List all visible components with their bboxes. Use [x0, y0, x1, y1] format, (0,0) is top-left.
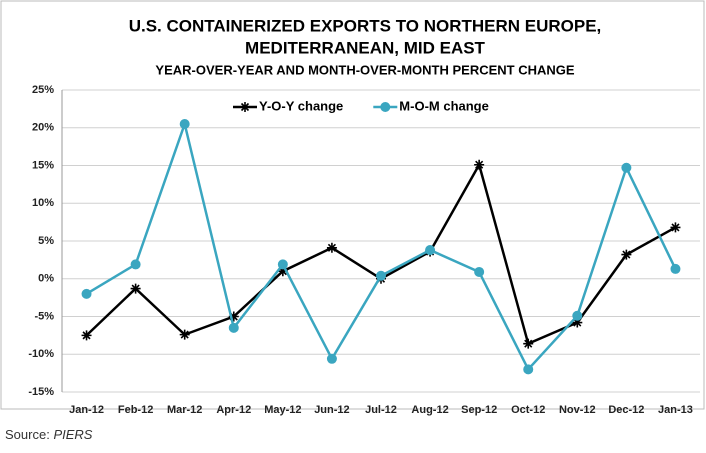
- x-tick-label: May-12: [264, 404, 301, 416]
- data-point: [670, 222, 681, 233]
- legend-label: Y-O-Y change: [259, 98, 343, 113]
- data-point: [572, 310, 583, 321]
- x-tick-label: Apr-12: [216, 404, 251, 416]
- y-tick-label: 5%: [38, 235, 54, 247]
- y-tick-label: -15%: [28, 386, 54, 398]
- data-point: [179, 118, 190, 129]
- y-tick-label: -5%: [34, 310, 54, 322]
- x-tick-label: Dec-12: [608, 404, 644, 416]
- x-tick-label: Jun-12: [314, 404, 349, 416]
- x-tick-label: Sep-12: [461, 404, 497, 416]
- x-tick-label: Nov-12: [559, 404, 596, 416]
- legend-marker: [380, 102, 391, 112]
- x-tick-label: Jan-12: [69, 404, 104, 416]
- x-tick-label: Aug-12: [411, 404, 448, 416]
- data-point: [130, 259, 141, 270]
- chart-subtitle: YEAR-OVER-YEAR AND MONTH-OVER-MONTH PERC…: [155, 62, 574, 77]
- data-point: [228, 311, 239, 322]
- data-point: [277, 259, 288, 270]
- data-point: [326, 353, 337, 364]
- legend-label: M-O-M change: [399, 98, 489, 113]
- data-point: [523, 364, 534, 375]
- data-point: [425, 245, 436, 256]
- source: Source: PIERS: [5, 427, 93, 442]
- legend-marker: [240, 102, 250, 112]
- source-prefix: Source:: [5, 427, 50, 442]
- y-tick-label: 20%: [32, 122, 54, 134]
- y-tick-label: 10%: [32, 197, 54, 209]
- source-name: PIERS: [53, 427, 92, 442]
- data-point: [179, 329, 190, 340]
- data-point: [277, 266, 288, 277]
- chart-frame: [0, 0, 705, 410]
- data-point: [376, 270, 386, 281]
- x-tick-label: Jul-12: [365, 404, 397, 416]
- data-point: [81, 330, 92, 341]
- x-tick-label: Mar-12: [167, 404, 202, 416]
- data-point: [670, 263, 681, 274]
- data-point: [228, 322, 239, 333]
- y-tick-label: 25%: [32, 84, 54, 96]
- x-tick-label: Jan-13: [658, 404, 693, 416]
- chart-title: MEDITERRANEAN, MID EAST: [245, 38, 486, 57]
- data-point: [474, 266, 485, 277]
- data-point: [326, 242, 337, 253]
- data-point: [474, 159, 485, 170]
- y-tick-label: -10%: [28, 348, 54, 360]
- data-point: [621, 162, 632, 173]
- x-tick-label: Oct-12: [511, 404, 545, 416]
- y-tick-label: 15%: [32, 159, 54, 171]
- data-point: [621, 249, 632, 260]
- data-point: [572, 317, 583, 328]
- y-tick-label: 0%: [38, 273, 54, 285]
- data-point: [523, 338, 534, 349]
- data-point: [130, 283, 141, 294]
- chart-title: U.S. CONTAINERIZED EXPORTS TO NORTHERN E…: [129, 16, 602, 35]
- x-tick-label: Feb-12: [118, 404, 153, 416]
- data-point: [81, 288, 92, 299]
